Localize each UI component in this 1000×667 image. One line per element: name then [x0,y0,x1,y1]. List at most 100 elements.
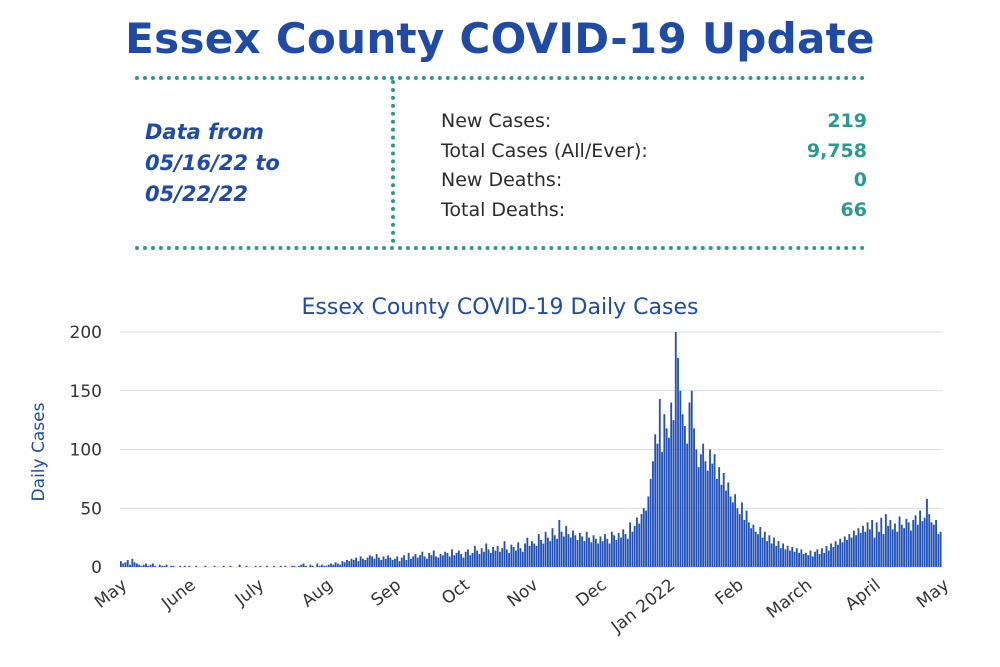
bar [809,550,812,567]
bar [670,402,673,567]
bar [914,515,917,567]
bar [846,539,848,567]
bar [905,518,908,567]
bar [789,550,791,567]
bar [567,534,570,567]
bar [188,565,191,567]
bar [926,498,928,567]
bar [775,545,778,567]
bar [859,532,862,567]
bar [820,548,823,567]
bar [715,478,718,568]
bar [325,565,328,567]
bar [327,564,330,567]
bar [446,552,449,567]
x-tick-label: April [842,575,885,615]
bar [489,552,492,567]
bar [800,549,803,568]
bar [857,528,860,567]
bar [558,520,561,567]
bar [346,559,348,567]
bar [868,529,871,567]
bar [339,564,342,567]
bar [576,539,579,567]
bar [145,563,147,567]
bar [444,551,447,567]
bar [606,538,609,567]
bar [887,525,890,568]
bar [807,555,810,567]
bar [752,524,755,567]
bar [848,534,851,567]
bar [578,532,581,567]
bar [679,390,682,567]
bar [912,520,915,567]
bar [761,537,764,568]
date-range-line: 05/16/22 to [145,151,280,175]
bar [229,565,232,567]
bar [412,556,415,567]
bar [574,535,577,567]
stat-value: 0 [853,169,867,191]
bar [891,529,894,567]
bar [140,565,143,567]
bar [512,547,515,567]
y-tick-label: 50 [80,499,102,519]
bar [910,530,912,567]
bar [204,565,207,567]
bar [501,548,504,567]
bar [572,530,574,567]
bar [492,547,495,567]
bar [592,535,595,567]
bar [334,562,337,567]
bar [348,561,351,568]
bar [896,531,899,567]
bar [773,537,775,568]
bar [727,482,730,567]
bar [391,559,394,567]
bar [359,556,362,567]
bar [298,565,300,567]
stat-value: 219 [827,110,867,132]
x-tick-label: July [231,575,268,610]
bar [505,549,508,568]
bar [272,565,275,567]
bar [562,536,565,567]
bar [590,542,593,567]
bar [499,551,501,567]
bar [480,548,483,567]
stat-value: 66 [840,198,867,221]
bar [795,548,798,567]
bar [668,437,670,567]
bar [510,544,513,567]
bar [791,547,794,567]
y-tick-label: 0 [91,558,102,578]
bar [731,502,734,568]
bar [165,564,168,567]
bar [754,531,757,567]
bar [222,565,225,567]
date-range-line: Data from [145,120,264,144]
bar [750,528,753,567]
bar [355,557,358,567]
bar [457,550,460,567]
bar [551,528,554,567]
stat-row-new-cases: New Cases: 219 [441,110,867,140]
chart-title: Essex County COVID-19 Daily Cases [302,295,699,320]
bar [741,502,743,568]
bar [382,556,385,567]
bar [599,536,602,567]
bar [608,543,611,567]
bar [384,558,387,567]
bar [560,531,563,567]
bar [542,543,545,567]
bar [462,557,465,567]
bar [425,558,428,567]
bar [738,514,741,568]
stats-panel: New Cases: 219 Total Cases (All/Ever): 9… [441,110,867,228]
stat-label: Total Cases (All/Ever): [441,139,648,162]
bar [709,449,711,567]
bar [631,531,634,567]
bar [894,523,896,567]
bar [120,561,122,568]
